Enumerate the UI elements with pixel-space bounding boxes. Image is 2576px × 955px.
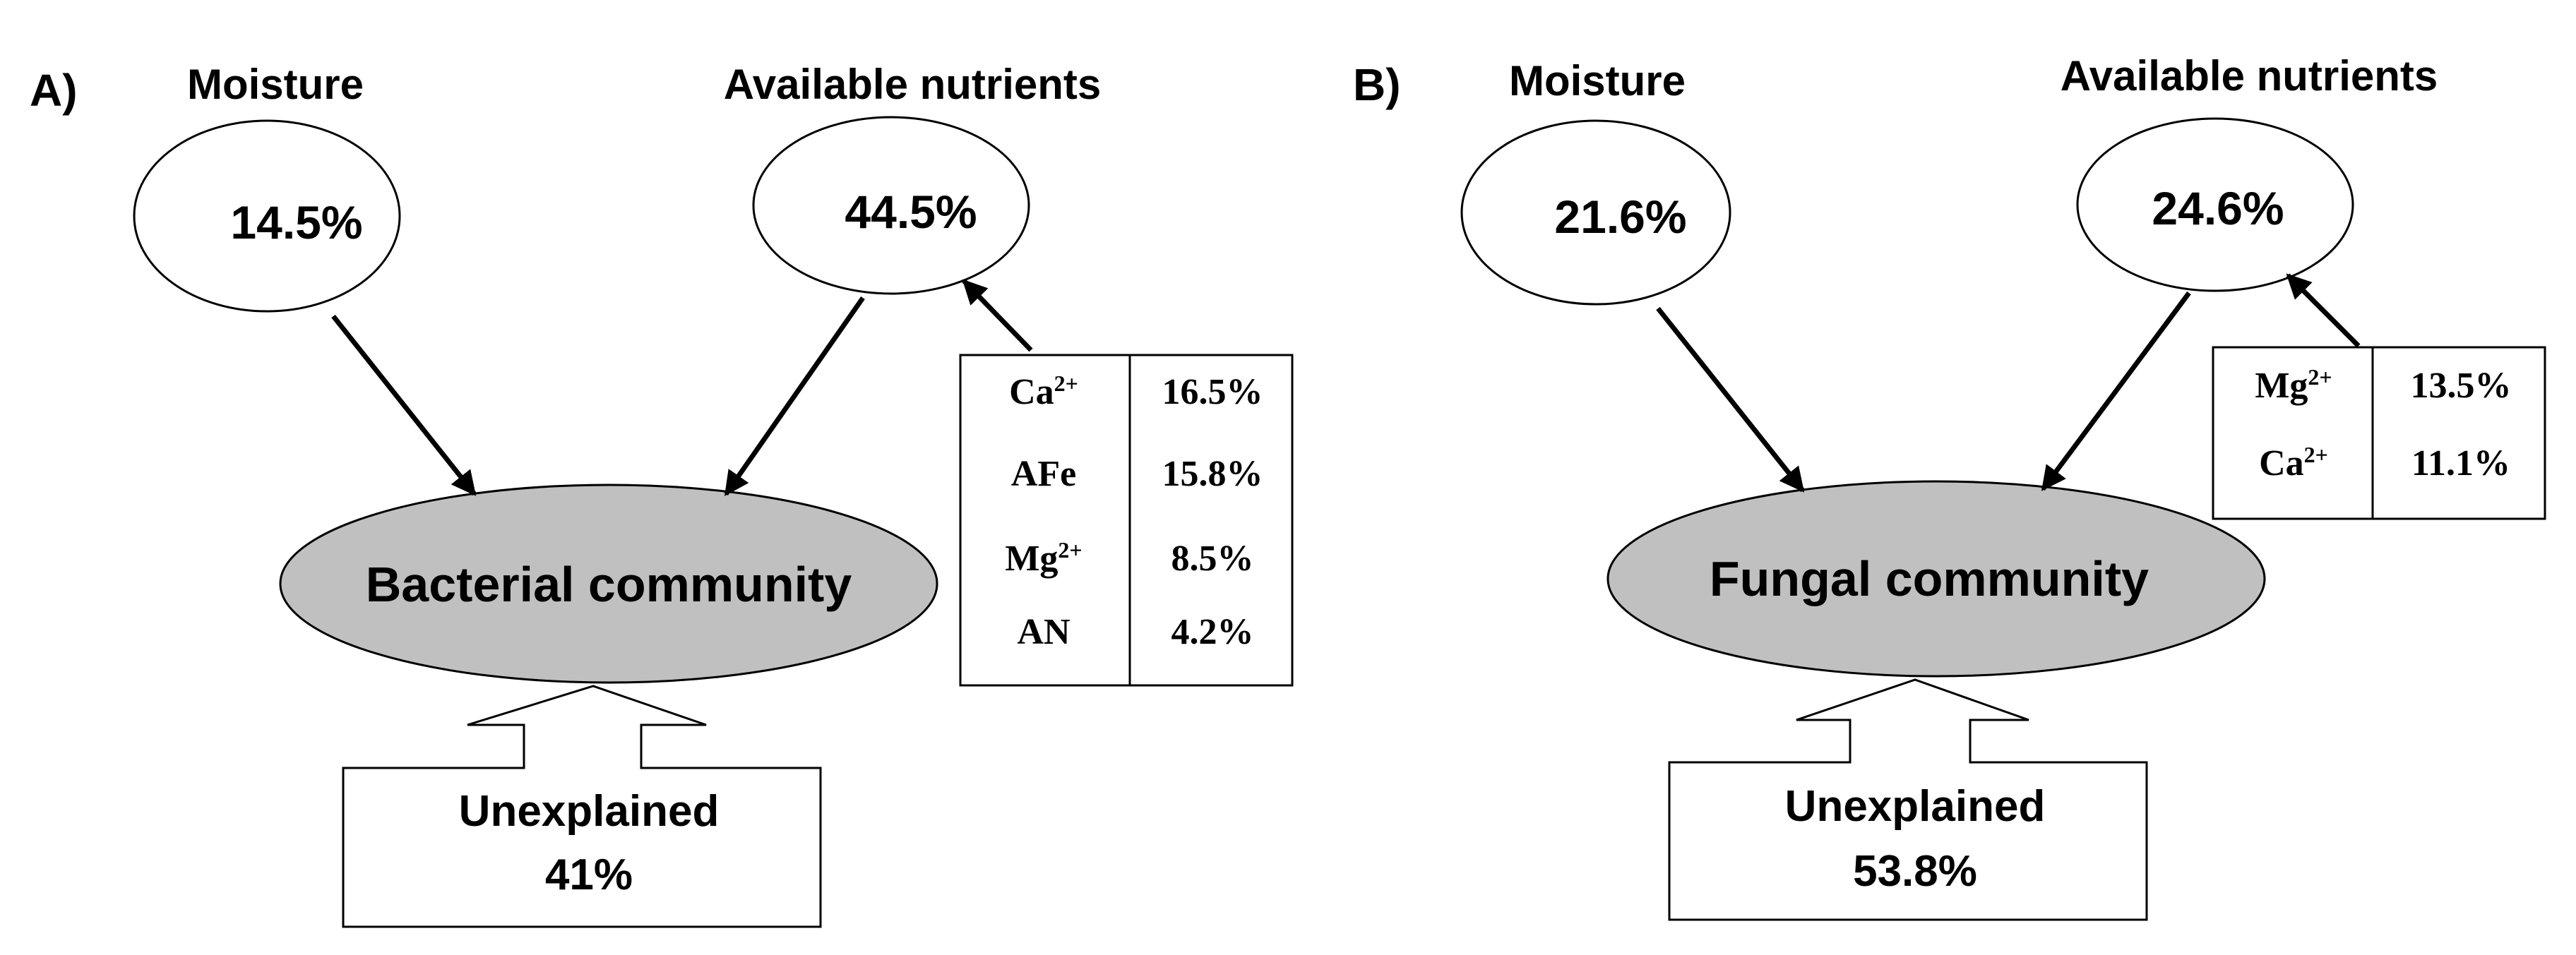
panel-b-unexplained-callout (1668, 678, 2148, 921)
panel-a-nutrient-table: Ca2+ 16.5% AFe 15.8% Mg2+ 8.5% AN 4.2% (959, 354, 1294, 687)
panel-a-nutrient-name: AFe (1011, 454, 1076, 494)
panel-b-nutrient-value: 11.1% (2411, 443, 2510, 483)
panel-b-community-label: Fungal community (1710, 551, 2149, 606)
panel-a-nutrients-heading: Available nutrients (724, 61, 1102, 108)
panel-a-nutrient-name: Ca2+ (1009, 371, 1078, 412)
panel-a-moisture-ellipse (133, 119, 401, 313)
panel-a-label: A) (30, 65, 78, 116)
panel-b-nutrient-value: 13.5% (2411, 366, 2512, 406)
panel-a-community-label: Bacterial community (366, 557, 852, 612)
panel-a-nutrient-value: 4.2% (1171, 612, 1254, 652)
panel-a-moisture-value: 14.5% (230, 196, 362, 248)
panel-a-moisture-heading: Moisture (187, 61, 364, 108)
panel-b: B) Moisture 21.6% Available nutrients 24… (1353, 52, 2546, 921)
panel-b-moisture-heading: Moisture (1509, 57, 1686, 104)
panel-a-nutrient-name: Mg2+ (1005, 537, 1082, 579)
panel-b-table-border (2212, 346, 2546, 520)
panel-a-nutrient-value: 8.5% (1171, 539, 1254, 579)
panel-a-unexplained-callout (342, 685, 822, 928)
panel-a-moisture-arrow (331, 314, 477, 496)
panel-a-nutrient-value: 15.8% (1162, 454, 1263, 494)
panel-a-table-border (959, 354, 1294, 687)
panel-b-moisture-arrow (1656, 306, 1805, 493)
panel-b-unexplained-value: 53.8% (1853, 847, 1977, 896)
panel-b-moisture-value: 21.6% (1554, 191, 1686, 243)
panel-a-nutrients-arrow (724, 296, 865, 496)
panel-b-community-ellipse (1606, 480, 2266, 678)
panel-a-nutrients-ellipse (752, 116, 1030, 295)
panel-b-table-arrow (2286, 273, 2361, 348)
panel-a-nutrient-name: AN (1017, 612, 1070, 652)
panel-b-nutrient-table: Mg2+ 13.5% Ca2+ 11.1% (2212, 346, 2546, 520)
panel-a-table-arrow (962, 279, 1033, 352)
panel-b-nutrients-ellipse (2076, 117, 2354, 292)
panel-a-nutrients-value: 44.5% (845, 186, 977, 238)
panel-b-unexplained-label: Unexplained (1785, 782, 2046, 831)
panel-b-moisture-ellipse (1460, 119, 1731, 306)
panel-a: A) Moisture 14.5% Available nutrients 44… (30, 61, 1294, 928)
panel-b-nutrients-value: 24.6% (2152, 182, 2284, 234)
panel-a-unexplained-label: Unexplained (459, 787, 720, 836)
panel-b-nutrients-arrow (2041, 291, 2191, 491)
panel-b-nutrient-name: Ca2+ (2259, 442, 2328, 483)
panel-b-nutrient-name: Mg2+ (2255, 364, 2332, 406)
panel-b-nutrients-heading: Available nutrients (2061, 52, 2438, 100)
panel-a-community-ellipse (279, 483, 938, 684)
panel-b-label: B) (1353, 59, 1401, 110)
panel-a-nutrient-value: 16.5% (1162, 372, 1263, 412)
panel-a-unexplained-value: 41% (545, 851, 633, 899)
